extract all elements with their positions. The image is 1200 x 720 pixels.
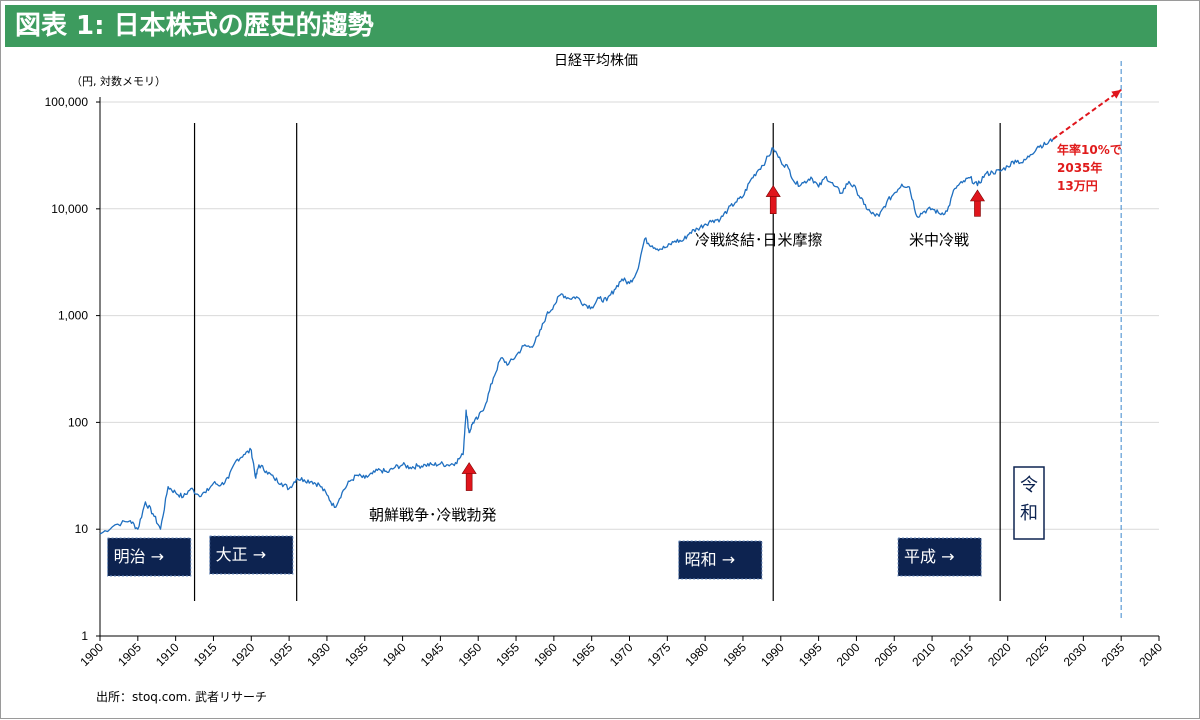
x-tick-label: 1920	[229, 640, 258, 669]
x-tick-label: 2040	[1136, 640, 1165, 669]
projection-label: 13万円	[1057, 179, 1098, 193]
y-tick-label: 100	[68, 415, 88, 429]
x-tick-label: 1975	[645, 640, 674, 669]
event-label: 米中冷戦	[909, 231, 969, 249]
figure-title: 図表 1: 日本株式の歴史的趨勢	[5, 5, 1157, 47]
event-arrow-shaft	[974, 198, 981, 217]
nikkei-series-line	[99, 138, 1054, 535]
y-tick-label: 10,000	[51, 202, 88, 216]
axes: 1 10 100 1,000 10,000 100,000 1900 1905 1910 1915…	[45, 95, 1166, 669]
arrow-up-icon	[461, 462, 477, 474]
era-box	[209, 535, 294, 575]
x-tick-label: 1915	[191, 640, 220, 669]
x-tick-label: 2010	[909, 640, 938, 669]
era-label: 大正 →	[216, 545, 266, 564]
arrow-up-icon	[969, 189, 986, 202]
x-tick-label: 1925	[266, 640, 295, 669]
era-label: 明治 →	[114, 547, 165, 566]
x-tick-label: 1900	[77, 640, 106, 669]
x-tick-label: 2015	[947, 640, 976, 669]
event-arrow-shaft	[769, 194, 777, 214]
x-tick-label: 1965	[569, 640, 598, 669]
x-tick-label: 1980	[682, 640, 711, 669]
x-tick-label: 2035	[1099, 640, 1128, 669]
x-tick-label: 1985	[720, 640, 749, 669]
y-tick-label: 100,000	[45, 95, 89, 109]
era-box	[678, 540, 763, 580]
source-note: 出所：stoq.com. 武者リサーチ	[96, 690, 267, 704]
era-box-reiwa	[1013, 466, 1045, 540]
event-arrow-shaft	[465, 471, 473, 491]
x-tick-label: 2005	[872, 640, 901, 669]
arrow-up-icon	[765, 185, 781, 197]
x-tick-label: 1960	[531, 640, 560, 669]
x-tick-label: 1905	[115, 640, 144, 669]
projection-label: 2035年	[1057, 160, 1102, 175]
era-box	[897, 537, 982, 577]
x-tick-label: 1930	[304, 640, 333, 669]
x-tick-label: 1955	[493, 640, 522, 669]
projection-label: 年率10%で	[1057, 142, 1122, 157]
era-box	[107, 537, 192, 577]
x-tick-label: 1935	[342, 640, 371, 669]
x-tick-label: 1945	[418, 640, 447, 669]
x-tick-label: 1940	[380, 640, 409, 669]
era-label: 昭和 →	[685, 550, 736, 569]
chart-title: 日経平均株価	[554, 53, 638, 69]
x-tick-label: 1970	[607, 640, 636, 669]
series-layer	[99, 138, 1054, 535]
x-tick-label: 2000	[834, 640, 863, 669]
event-label: 冷戦終結･日米摩擦	[695, 231, 823, 249]
era-label-reiwa-char: 和	[1020, 503, 1038, 524]
x-tick-label: 2030	[1061, 640, 1090, 669]
y-tick-label: 1,000	[58, 309, 88, 323]
era-dividers	[193, 61, 1122, 621]
y-tick-label: 1	[81, 629, 88, 643]
x-tick-label: 1950	[456, 640, 485, 669]
gridlines	[100, 101, 1159, 530]
y-axis-label: （円, 対数メモリ）	[71, 74, 166, 88]
x-tick-label: 2020	[985, 640, 1014, 669]
projection-arrow-head-icon	[1111, 89, 1122, 99]
x-tick-label: 1990	[758, 640, 787, 669]
event-label: 朝鮮戦争･冷戦勃発	[369, 506, 497, 524]
era-label: 平成 →	[904, 547, 955, 566]
x-tick-label: 1910	[153, 640, 182, 669]
x-tick-label: 1995	[796, 640, 825, 669]
era-label-reiwa-char: 令	[1020, 475, 1038, 496]
projection-arrow-line	[1052, 89, 1122, 140]
x-tick-label: 2025	[1023, 640, 1052, 669]
y-tick-label: 10	[75, 522, 89, 536]
